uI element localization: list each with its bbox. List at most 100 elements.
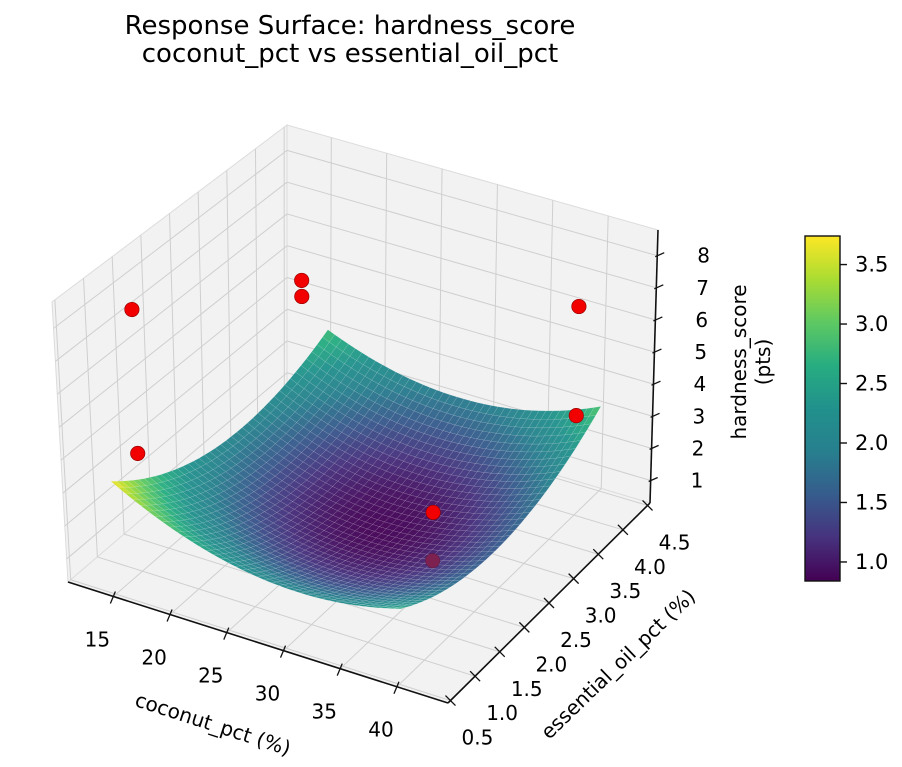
grid-wall-x [600,215,609,489]
surface-quad [552,463,566,473]
z-tick-label: 6 [695,308,708,332]
data-point [294,288,310,305]
grid-wall-y [197,191,205,466]
grid-leftwall-z [66,372,288,560]
y-tick [592,548,604,560]
surface-mesh [110,329,602,609]
surface-quad [562,448,577,458]
grid-leftwall-z [58,245,288,428]
surface-quad [472,560,486,566]
x-tick-label: 35 [312,700,337,724]
y-tick [568,573,580,585]
y-tick [445,695,456,707]
x-tick [336,663,343,676]
surface-quad [408,602,421,605]
z-tick-label: 2 [692,436,705,460]
grid-leftwall-z [55,181,288,362]
grid-wall-y [169,213,178,489]
x-tick-label: 15 [85,627,110,651]
z-tick-label: 7 [696,276,709,300]
surface-quad [452,576,466,581]
colorbar-tick-label: 3.0 [855,312,888,336]
grid-rightwall-z [286,276,654,385]
x-tick [279,645,287,658]
surface-quad [403,603,416,607]
z-tick-label: 4 [693,372,706,396]
y-tick-label: 1.0 [486,701,518,725]
z-axis-label: hardness_score (pts) [727,284,775,440]
z-tick [652,348,662,354]
x-tick-label: 20 [141,646,166,670]
grid-floor-y [97,556,476,677]
grid-leftwall-z [56,213,288,395]
surface-quad [433,589,446,594]
grid-rightwall-z [286,245,655,353]
z-tick [653,316,663,322]
data-point [130,445,146,461]
x-tick [166,609,173,622]
grid-wall-y [254,148,259,421]
colorbar: 1.0 1.5 2.0 2.5 3.0 3.5 [804,235,888,582]
surface-quad [437,586,452,591]
z-tick [648,476,658,483]
colorbar-tick-label: 1.0 [855,550,888,574]
y-tick [494,646,506,658]
colorbar-tick-label: 2.5 [855,372,888,396]
grid-rightwall-z [286,213,656,321]
grid-rightwall-z [286,149,658,257]
y-tick-label: 2.5 [560,628,592,652]
data-point [425,504,441,520]
y-tick [518,621,530,633]
grid-wall-y [54,299,72,580]
x-tick-label: 25 [198,664,223,688]
x-tick [223,627,230,640]
surface-quad [442,583,457,588]
x-tick-label: 30 [255,682,280,706]
data-point [568,408,584,424]
surface-quad [557,456,571,466]
z-axis-line [649,229,659,504]
y-tick [617,524,629,536]
z-tick-label: 3 [693,404,706,428]
x-axis-line [67,581,449,704]
x-tick-label: 40 [368,718,393,742]
surface-quad [502,529,516,537]
z-tick-label: 5 [694,340,707,364]
colorbar-tick-label: 3.5 [855,253,888,277]
x-tick [393,681,400,694]
data-point [124,301,140,318]
y-tick [642,499,653,511]
y-tick [469,670,481,682]
y-tick [543,597,555,609]
y-tick-label: 3.0 [585,604,617,628]
y-tick-label: 4.5 [659,530,691,554]
surface-quad [547,471,561,480]
grid-floor-y [70,579,451,702]
z-tick [650,412,660,418]
z-tick-label: 1 [691,469,704,493]
chart-title-line2: coconut_pct vs essential_oil_pct [141,39,559,69]
data-point [571,298,587,315]
scatter-points [124,272,587,569]
grid-rightwall-z [286,308,653,417]
colorbar-tick-label: 1.5 [855,490,888,514]
z-tick-label: 8 [697,244,710,268]
grid-rightwall-z [286,181,657,289]
grid-wall-y [83,278,98,557]
x-tick [109,591,116,604]
z-tick [654,252,665,258]
grid-wall-y [140,235,152,512]
colorbar-tick-label: 2.0 [855,431,888,455]
surface-quad [537,485,551,494]
grid-wall-y [226,170,232,443]
surface-quad [418,597,431,601]
grid-leftwall-z [60,277,288,461]
y-tick-label: 3.5 [609,579,641,603]
z-tick [651,380,661,386]
y-tick-label: 2.0 [535,652,567,676]
surface-quad [568,440,581,450]
surface-quad [423,595,436,599]
